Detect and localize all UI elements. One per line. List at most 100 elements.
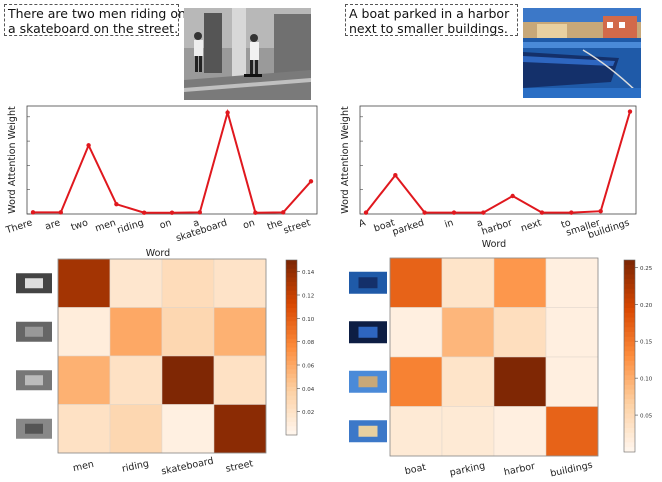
- left-heat-colorbar-step: [286, 421, 297, 427]
- left-heat-colorbar-label: 0.02: [302, 410, 314, 416]
- right-heat-colorbar-label: 0.05: [640, 414, 653, 420]
- right-heat-colorbar-label: 0.15: [640, 340, 653, 346]
- right-heat-colorbar-step: [624, 365, 635, 371]
- left-heat-cell: [109, 404, 163, 454]
- left-heat-cell: [213, 258, 267, 308]
- left-heat-colorbar-step: [286, 321, 297, 327]
- right-heat-colorbar-step: [624, 264, 635, 271]
- right-heat-cell: [389, 356, 443, 407]
- right-heat-colorbar-step: [624, 408, 635, 415]
- skateboard-photo-image: [184, 8, 311, 100]
- left-line-point: [169, 210, 175, 215]
- right-heat-colorbar-step: [624, 356, 635, 362]
- left-heat-colorbar-step: [286, 369, 297, 375]
- right-line-xtick-label: a: [475, 217, 484, 229]
- right-heat-cell: [493, 356, 547, 407]
- left-heat-colorbar-step: [286, 373, 297, 379]
- right-heat-cell: [545, 356, 599, 407]
- left-line-xtick-label: street: [282, 217, 312, 236]
- left-line-point: [58, 210, 63, 215]
- left-heat-column-label: riding: [121, 458, 150, 474]
- left-heat-cell: [109, 258, 163, 308]
- right-heat-cell: [441, 356, 495, 407]
- left-heat-colorbar-step: [286, 378, 297, 383]
- left-line-xtick-label: men: [94, 217, 117, 234]
- right-line-point: [569, 210, 574, 215]
- left-heat-colorbar-step: [286, 391, 297, 397]
- right-heat-cell: [545, 406, 599, 457]
- left-line-xtick-label: a: [192, 217, 201, 229]
- right-heat-cell: [493, 406, 547, 457]
- right-line-xlabel: Word: [482, 239, 506, 250]
- right-caption: A boat parked in a harbor next to smalle…: [345, 4, 518, 36]
- right-heat-column-label: boat: [404, 462, 427, 477]
- right-heat-colorbar-step: [624, 437, 635, 443]
- right-heat-colorbar-step: [624, 360, 635, 367]
- left-heat-colorbar-step: [286, 413, 297, 418]
- right-line-point: [393, 173, 398, 178]
- left-line-xtick-label: the: [266, 217, 284, 232]
- right-heat-colorbar-step: [624, 418, 635, 424]
- left-heat-colorbar-step: [286, 268, 297, 274]
- left-heat-colorbar-step: [286, 308, 297, 313]
- right-caption-line-1: A boat parked in a harbor: [349, 6, 510, 21]
- left-line-point: [308, 179, 314, 184]
- right-heat-row-thumb-buildings-crop: [349, 420, 387, 443]
- left-heat-thumb-detail: [25, 278, 43, 289]
- left-heat-column-label: street: [225, 458, 255, 475]
- left-line-xtick-label: riding: [116, 217, 145, 236]
- left-heat-colorbar-step: [286, 386, 297, 392]
- right-heat-colorbar-step: [624, 336, 635, 343]
- right-heat-thumb-detail: [358, 376, 378, 388]
- left-heat-thumb-detail: [25, 326, 43, 337]
- right-heat-colorbar-step: [624, 317, 635, 323]
- left-heat-column-label: skateboard: [160, 456, 214, 478]
- right-line-xtick-label: to: [560, 217, 573, 230]
- right-heat-colorbar-step: [624, 423, 635, 429]
- left-heat-colorbar-step: [286, 281, 297, 287]
- right-heat-colorbar-step: [624, 303, 635, 309]
- left-line-point: [225, 110, 230, 115]
- right-heat-colorbar-step: [624, 413, 635, 419]
- left-heat-cell: [57, 404, 111, 454]
- left-heat-thumb-detail: [25, 423, 43, 434]
- left-heat-grid-frame: [57, 258, 267, 454]
- right-heat-column-label: parking: [449, 460, 486, 478]
- left-heat-colorbar-step: [286, 360, 297, 366]
- right-heat-cell: [441, 406, 495, 457]
- right-heat-colorbar-step: [624, 327, 635, 333]
- left-heat-colorbar-step: [286, 312, 297, 318]
- right-heat-colorbar-frame: [623, 259, 636, 453]
- left-caption: There are two men riding on a skateboard…: [4, 4, 186, 36]
- right-heat-colorbar-label: 0.20: [640, 303, 653, 309]
- right-heat-colorbar-step: [624, 274, 635, 280]
- left-heat-colorbar-step: [286, 382, 297, 388]
- right-heat-colorbar-step: [624, 260, 635, 266]
- right-line-point: [510, 193, 515, 199]
- right-heat-colorbar-step: [624, 298, 635, 304]
- left-heat-row-thumb-street-crop: [16, 418, 52, 439]
- left-heat-cell: [213, 404, 267, 454]
- right-line-xtick-label: harbor: [480, 217, 513, 237]
- left-heat-cell: [57, 307, 111, 357]
- left-caption-line-2: a skateboard on the street.: [8, 21, 179, 36]
- right-heat-row-thumb-dark-water-crop: [349, 321, 387, 344]
- left-line-xtick-label: on: [242, 217, 257, 231]
- right-heat-column-label: harbor: [503, 461, 536, 478]
- left-heat-thumb-detail: [25, 375, 43, 386]
- right-heat-colorbar-step: [624, 284, 635, 290]
- right-heat-grid-frame: [389, 257, 599, 457]
- right-heatmap: boat parking harbor buildings 0.25 0.20 0.15 0.…: [332, 254, 662, 479]
- right-heat-cell: [441, 307, 495, 358]
- left-heatmap-svg: men riding skateboard street 0.14 0.12 0.10 0.0…: [16, 258, 315, 478]
- right-heat-column-label: buildings: [549, 460, 593, 478]
- left-heat-colorbar-step: [286, 260, 297, 265]
- right-line-plot-frame: [359, 105, 637, 215]
- left-line-point: [30, 210, 36, 215]
- left-heat-colorbar-step: [286, 430, 297, 436]
- left-line-xtick-label: There: [4, 217, 34, 236]
- left-heat-colorbar-step: [286, 338, 297, 344]
